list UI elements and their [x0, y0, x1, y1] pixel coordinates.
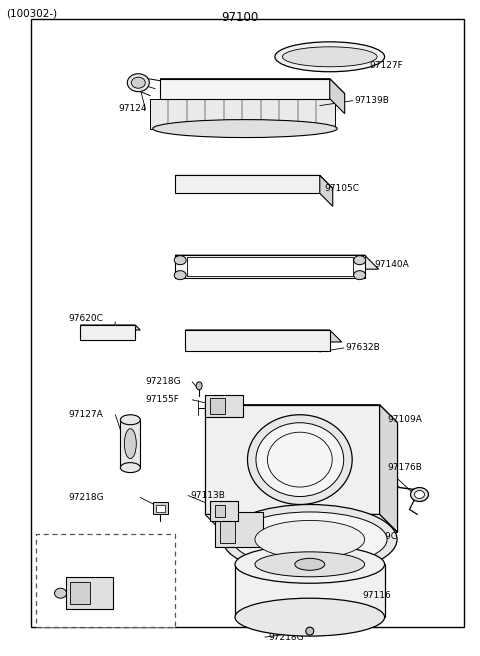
Ellipse shape — [120, 462, 140, 472]
Text: 97109A: 97109A — [387, 415, 422, 424]
Bar — [210, 398, 225, 414]
Polygon shape — [175, 255, 365, 278]
Polygon shape — [320, 175, 333, 207]
Text: 97139B: 97139B — [355, 96, 390, 105]
Bar — [153, 502, 168, 514]
Polygon shape — [175, 175, 320, 194]
Text: 97176E: 97176E — [72, 613, 107, 622]
Polygon shape — [235, 564, 384, 617]
Polygon shape — [81, 325, 135, 340]
Text: 97100: 97100 — [221, 11, 259, 24]
Text: (W/FULL AUTO: (W/FULL AUTO — [74, 542, 137, 551]
Text: 97218G: 97218G — [145, 377, 181, 386]
Ellipse shape — [55, 588, 67, 598]
Ellipse shape — [235, 598, 384, 636]
Text: 97155F: 97155F — [145, 396, 179, 404]
Ellipse shape — [275, 42, 384, 72]
Polygon shape — [185, 330, 330, 351]
Ellipse shape — [248, 415, 352, 504]
Polygon shape — [175, 175, 333, 188]
Polygon shape — [150, 98, 335, 129]
Text: (100302-): (100302-) — [6, 9, 57, 19]
Text: 97105C: 97105C — [325, 184, 360, 193]
Polygon shape — [205, 514, 397, 533]
Polygon shape — [175, 255, 379, 269]
Polygon shape — [81, 325, 140, 330]
Ellipse shape — [153, 119, 337, 138]
Ellipse shape — [223, 504, 397, 574]
Bar — [215, 512, 263, 547]
Text: 97140A: 97140A — [374, 260, 409, 269]
Text: 97127A: 97127A — [69, 410, 103, 419]
Polygon shape — [205, 405, 397, 422]
Polygon shape — [380, 405, 397, 533]
Bar — [220, 516, 235, 543]
Bar — [210, 501, 238, 522]
Ellipse shape — [295, 558, 325, 570]
Ellipse shape — [120, 415, 140, 424]
Ellipse shape — [354, 256, 366, 264]
Text: 97620C: 97620C — [69, 314, 103, 323]
Polygon shape — [120, 420, 140, 468]
Ellipse shape — [255, 552, 365, 577]
Text: AIR CON): AIR CON) — [85, 553, 125, 562]
Text: 97632B: 97632B — [346, 344, 381, 352]
Ellipse shape — [127, 73, 149, 92]
Text: 97218G: 97218G — [268, 632, 303, 642]
Polygon shape — [330, 79, 345, 113]
Ellipse shape — [354, 271, 366, 279]
Bar — [36, 535, 175, 627]
Bar — [156, 506, 165, 512]
Bar — [71, 583, 90, 604]
Ellipse shape — [174, 271, 186, 279]
Text: 97109C: 97109C — [363, 532, 397, 541]
Text: 97176B: 97176B — [387, 463, 422, 472]
Polygon shape — [205, 405, 380, 514]
Bar — [65, 577, 113, 609]
Bar — [205, 395, 243, 417]
Text: 97113B: 97113B — [190, 491, 225, 500]
Polygon shape — [160, 79, 345, 94]
Ellipse shape — [124, 429, 136, 459]
Ellipse shape — [256, 422, 344, 497]
Ellipse shape — [132, 77, 145, 88]
Ellipse shape — [255, 520, 365, 558]
Ellipse shape — [235, 545, 384, 583]
Ellipse shape — [415, 491, 424, 499]
Text: 97127F: 97127F — [370, 61, 403, 70]
Text: 97124: 97124 — [119, 104, 147, 113]
Polygon shape — [185, 330, 342, 342]
Ellipse shape — [410, 487, 429, 501]
Text: 97218G: 97218G — [69, 493, 104, 502]
Ellipse shape — [196, 382, 202, 390]
Polygon shape — [160, 79, 330, 98]
Bar — [215, 506, 225, 518]
Ellipse shape — [174, 256, 186, 264]
Ellipse shape — [232, 512, 387, 567]
Text: 97116: 97116 — [363, 590, 391, 600]
Ellipse shape — [282, 47, 377, 67]
Ellipse shape — [306, 627, 314, 635]
Bar — [187, 257, 353, 276]
